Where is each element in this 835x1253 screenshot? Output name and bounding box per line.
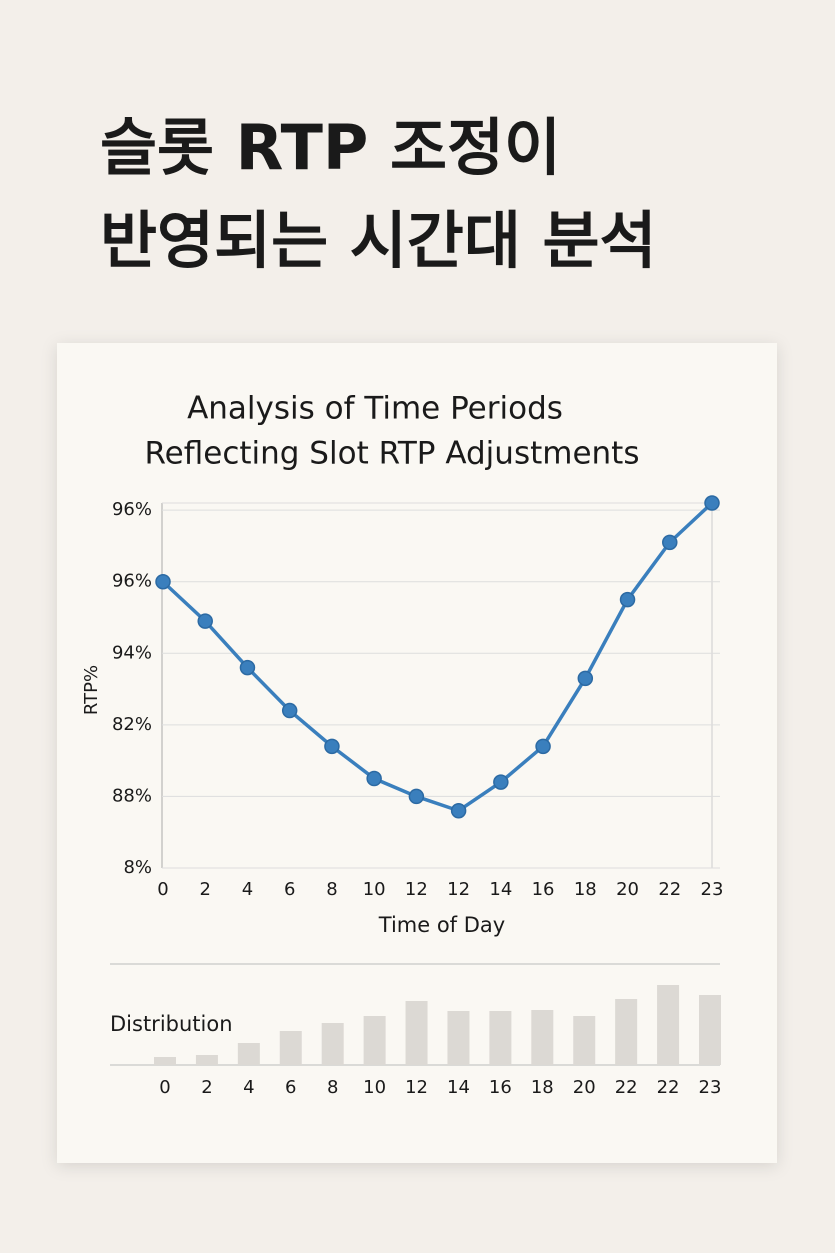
x-tick-label: 18: [574, 879, 597, 900]
bar: [699, 995, 721, 1065]
x-tick-label: 12: [447, 879, 470, 900]
point: [324, 738, 340, 755]
point: [155, 573, 171, 590]
x-tick-label: 18: [531, 1077, 554, 1098]
x-tick-label: 12: [405, 1077, 428, 1098]
bar: [573, 1016, 596, 1065]
point: [493, 774, 509, 790]
x-tick-label: 23: [699, 1077, 722, 1098]
x-tick-label: 6: [284, 879, 295, 900]
point: [366, 770, 382, 787]
bar: [237, 1043, 260, 1065]
y-tick-label: 96%: [112, 499, 152, 520]
x-tick-label: 0: [157, 879, 168, 900]
bar: [531, 1010, 554, 1065]
x-tick-label: 2: [200, 879, 211, 900]
chart-title: Reflecting Slot RTP Adjustments: [145, 436, 640, 472]
bar: [447, 1011, 470, 1065]
y-tick-label: 88%: [112, 785, 152, 806]
point: [704, 495, 720, 511]
x-tick-label: 14: [489, 879, 512, 900]
x-tick-label: 6: [285, 1077, 296, 1098]
x-tick-label: 4: [242, 879, 253, 900]
page-title: 반영되는 시간대 분석: [100, 204, 657, 277]
chart-title: Analysis of Time Periods: [187, 391, 563, 427]
bar: [363, 1016, 386, 1065]
bar: [489, 1011, 512, 1065]
point: [197, 613, 213, 629]
bar: [195, 1055, 218, 1065]
x-tick-label: 10: [363, 1077, 386, 1098]
x-tick-label: 16: [532, 879, 555, 900]
x-tick-label: 2: [201, 1077, 212, 1098]
x-tick-label: 22: [658, 879, 681, 900]
point: [619, 591, 636, 608]
bar: [405, 1001, 428, 1065]
point: [239, 659, 256, 676]
y-tick-label: 8%: [123, 857, 152, 878]
x-tick-label: 22: [657, 1077, 680, 1098]
x-tick-label: 8: [326, 879, 337, 900]
line: [161, 501, 714, 813]
x-tick-label: 10: [363, 879, 386, 900]
y-tick-label: 96%: [112, 571, 152, 592]
bar: [657, 985, 680, 1065]
bar: [279, 1031, 302, 1065]
x-tick-label: 4: [243, 1077, 254, 1098]
x-tick-label: 23: [701, 879, 724, 900]
point: [535, 738, 551, 755]
x-tick-label: 22: [615, 1077, 638, 1098]
bar: [154, 1057, 176, 1065]
x-axis-label: Time of Day: [378, 913, 505, 937]
x-tick-label: 20: [573, 1077, 596, 1098]
x-tick-label: 12: [405, 879, 428, 900]
bar-title: Distribution: [110, 1012, 233, 1036]
x-tick-label: 16: [489, 1077, 512, 1098]
point: [450, 802, 467, 819]
y-tick-label: 82%: [112, 714, 152, 735]
point: [577, 670, 594, 687]
y-axis-label: RTP%: [81, 665, 102, 715]
x-tick-label: 0: [159, 1077, 170, 1098]
x-tick-label: 20: [616, 879, 639, 900]
x-tick-label: 14: [447, 1077, 470, 1098]
y-tick-label: 94%: [112, 642, 152, 663]
point: [662, 534, 678, 551]
x-tick-label: 8: [327, 1077, 338, 1098]
bar: [321, 1023, 344, 1065]
point: [281, 702, 298, 719]
point: [408, 788, 425, 805]
bar: [615, 999, 638, 1065]
page-title: 슬롯 RTP 조정이: [100, 111, 561, 184]
